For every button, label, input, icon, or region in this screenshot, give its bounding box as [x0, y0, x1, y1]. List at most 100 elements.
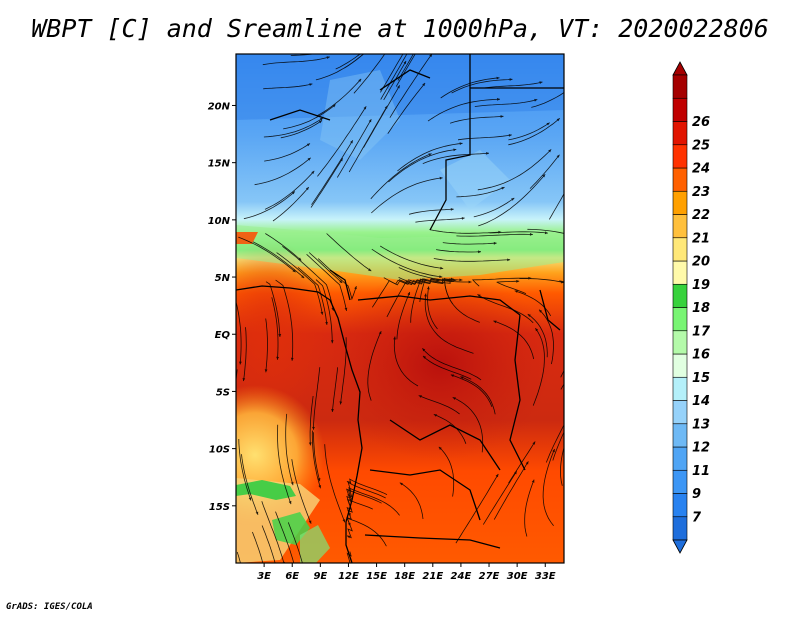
streamline: [280, 120, 323, 139]
streamline: [449, 115, 504, 124]
streamline: [399, 482, 424, 520]
x-tick-label: 18E: [394, 571, 415, 582]
streamline-arrow: [344, 307, 348, 311]
streamline-arrow: [428, 153, 432, 156]
streamline-arrow: [572, 406, 575, 409]
streamline-arrow: [496, 76, 500, 80]
streamline: [386, 278, 440, 318]
streamline-arrow: [440, 266, 444, 270]
streamline-arrow: [347, 522, 351, 526]
streamline: [315, 279, 333, 344]
colorbar-label: 17: [692, 324, 711, 339]
streamline: [532, 327, 545, 406]
streamline-arrow: [529, 233, 533, 236]
streamline-arrow: [339, 280, 343, 283]
streamline: [395, 54, 416, 87]
streamline: [331, 367, 338, 413]
streamline-arrow: [378, 331, 382, 335]
colorbar-segment: [672, 493, 688, 518]
y-tick-label: 10S: [209, 445, 230, 456]
streamline: [422, 152, 490, 164]
streamline: [367, 330, 382, 401]
streamline-arrow: [292, 269, 296, 273]
streamline-arrow: [330, 340, 334, 344]
colorbar-segment: [672, 469, 688, 494]
streamline-arrow: [255, 511, 259, 515]
streamline: [309, 395, 314, 446]
streamline-arrow: [418, 395, 422, 398]
colorbar-label: 26: [692, 115, 710, 130]
streamline-arrow: [498, 230, 502, 234]
streamline-arrow: [346, 481, 351, 484]
streamline-arrow: [364, 33, 367, 36]
streamline: [326, 233, 372, 272]
streamline-arrow: [539, 309, 543, 313]
streamline: [347, 487, 400, 516]
x-tick-label: 24E: [451, 571, 472, 582]
colorbar-segment: [672, 144, 688, 169]
streamline: [313, 432, 321, 482]
streamline-arrow: [542, 174, 546, 178]
colorbar-label: 13: [692, 417, 710, 432]
streamline: [336, 119, 372, 178]
streamline-arrow: [309, 83, 313, 86]
streamline-arrow: [552, 449, 555, 453]
streamline: [261, 525, 276, 563]
streamline-arrow: [397, 85, 400, 89]
streamline: [527, 228, 564, 234]
streamline: [427, 98, 501, 122]
streamline: [353, 54, 386, 94]
colorbar-segment: [672, 121, 688, 146]
streamline: [380, 54, 404, 93]
colorbar: 7 9 11 12 13 14 15 16 17 18 19 20 21 22 23 24 25 26: [672, 61, 711, 554]
country-borders: [236, 54, 564, 563]
streamline: [241, 454, 259, 515]
streamline-arrow: [534, 98, 538, 102]
streamline: [371, 278, 425, 308]
streamline: [473, 197, 515, 218]
streamline-arrow: [525, 461, 529, 465]
streamline-arrow: [461, 217, 465, 220]
streamline-arrow: [339, 401, 343, 405]
streamline-arrow: [511, 198, 515, 201]
streamline-arrow: [577, 236, 580, 239]
y-axis: 20N 15N 10N 5N EQ 5S 10S 15S: [208, 101, 236, 513]
streamline-arrow: [421, 19, 424, 22]
streamline-arrow: [453, 278, 457, 282]
colorbar-segment: [672, 307, 688, 332]
streamline: [308, 252, 343, 284]
streamline: [276, 252, 323, 315]
streamline: [508, 122, 550, 141]
streamline-arrow: [422, 83, 426, 87]
streamline-arrow: [307, 157, 311, 161]
colorbar-segment: [672, 283, 688, 308]
plot-frame: [235, 53, 565, 564]
streamline: [348, 105, 388, 173]
streamline: [455, 473, 499, 544]
streamline: [433, 414, 467, 444]
streamline-arrow: [312, 426, 315, 430]
streamline: [275, 279, 294, 361]
streamline: [252, 531, 264, 563]
streamline: [529, 154, 560, 189]
streamline-arrow: [340, 158, 343, 162]
streamline: [324, 444, 346, 523]
streamline: [508, 117, 561, 146]
streamline-arrow: [242, 378, 246, 382]
streamline: [380, 54, 408, 100]
streamline: [393, 336, 419, 387]
streamline: [346, 481, 386, 503]
streamline: [456, 233, 533, 237]
streamline: [317, 106, 367, 177]
streamline: [433, 258, 511, 262]
streamline: [346, 551, 352, 563]
colorbar-label: 19: [692, 278, 710, 293]
streamline-arrow: [556, 118, 560, 122]
streamline-arrow: [514, 290, 518, 293]
streamline-arrow: [368, 119, 372, 123]
colorbar-label: 25: [692, 138, 710, 153]
streamline: [452, 397, 484, 453]
streamline-arrow: [578, 165, 581, 168]
streamline-arrow: [436, 279, 440, 282]
streamline: [477, 294, 534, 324]
